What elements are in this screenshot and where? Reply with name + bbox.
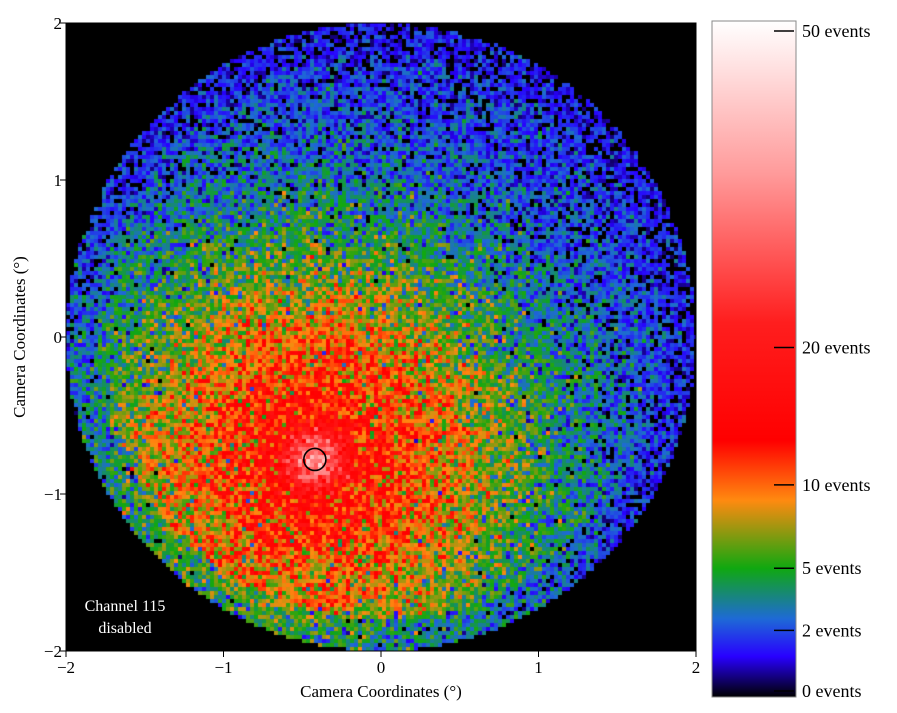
annotation-line-1: Channel 115 [84,598,166,615]
source-marker-circle [303,447,327,472]
x-tick-label: −2 [57,658,75,677]
y-tick-label: −2 [44,642,62,661]
colorbar-tick-label: 5 events [802,558,861,578]
plot-frame [65,22,697,652]
channel-annotation: Channel 115 disabled [70,596,180,640]
y-tick-label: −1 [44,485,62,504]
x-tick-label: 2 [692,658,701,677]
heatmap-pixels [66,23,696,651]
colorbar: 50 events 20 events 10 events 5 events 2 eve… [711,20,870,701]
marker-layer [303,447,327,472]
x-tick-label: 1 [534,658,543,677]
colorbar-tick-label: 20 events [802,338,870,358]
annotation-line-2: disabled [98,620,152,637]
y-tick-label: 1 [54,171,63,190]
colorbar-tick-label: 50 events [802,21,870,41]
axes: −2 −1 0 1 2 −2 −1 0 1 2 [44,14,700,677]
colorbar-tick-label: 0 events [802,681,861,701]
y-tick-label: 0 [54,328,63,347]
x-tick-label: −1 [214,658,232,677]
colorbar-gradient [711,20,797,698]
y-axis-label: Camera Coordinates (°) [10,256,29,418]
heatmap-plot-area [66,23,696,651]
y-tick-label: 2 [54,14,63,33]
x-tick-label: 0 [377,658,386,677]
colorbar-tick-label: 2 events [802,620,861,640]
x-axis-label: Camera Coordinates (°) [300,682,462,701]
colorbar-tick-label: 10 events [802,475,870,495]
